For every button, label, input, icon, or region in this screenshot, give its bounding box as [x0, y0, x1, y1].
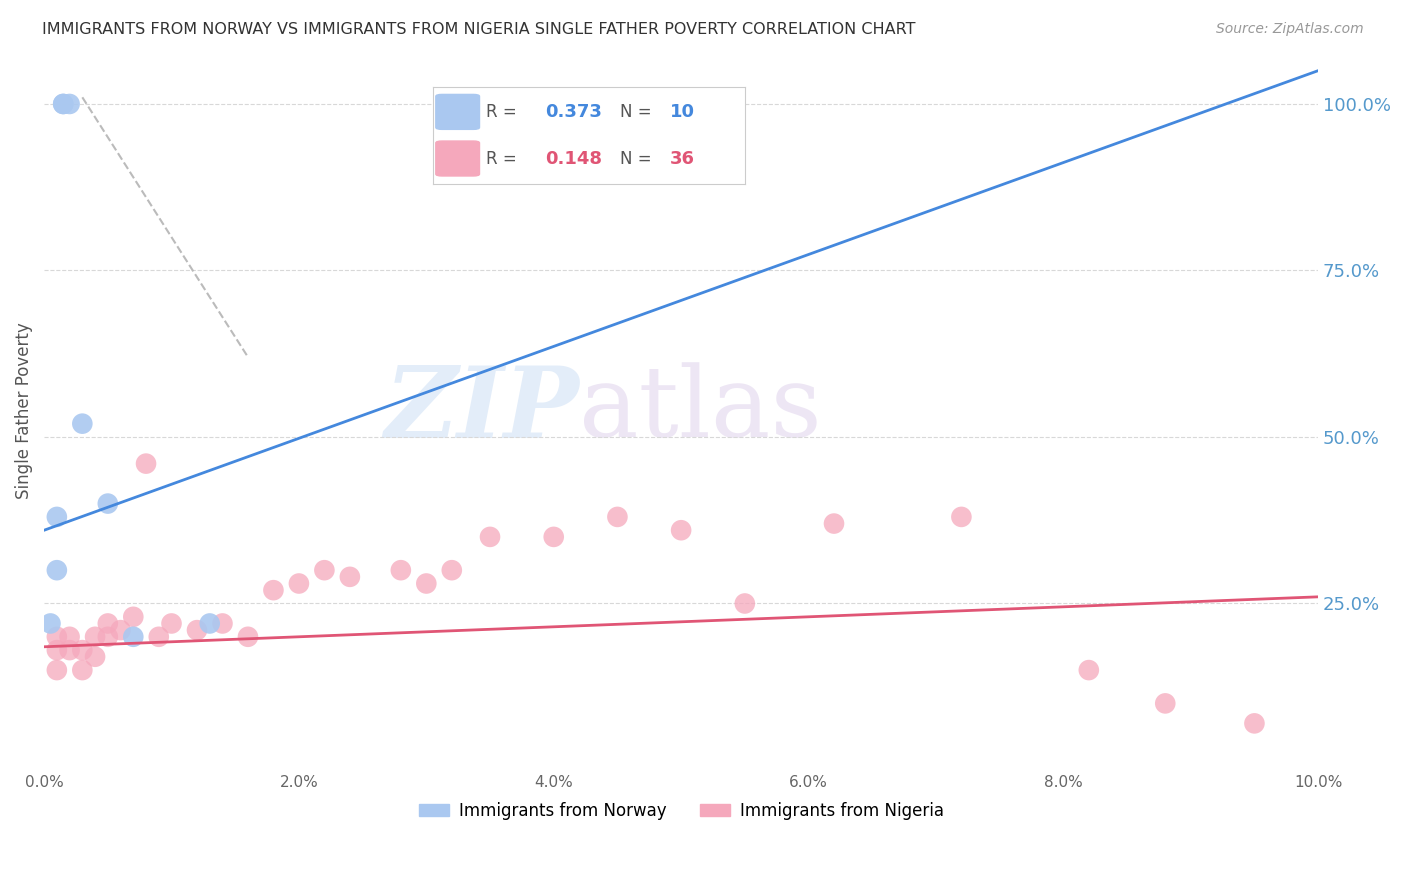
Point [122, 609, 145, 624]
Point [148, 630, 170, 644]
Point [198, 616, 221, 631]
Text: ZIP: ZIP [384, 362, 579, 458]
Point [45, 563, 67, 577]
Point [339, 570, 361, 584]
Point [211, 616, 233, 631]
Point [84, 630, 107, 644]
Point [58, 643, 80, 657]
Point [160, 616, 183, 631]
Point [45, 509, 67, 524]
Point [186, 623, 208, 637]
Point [110, 623, 132, 637]
Point [415, 576, 437, 591]
Point [97, 616, 120, 631]
Point [823, 516, 845, 531]
Point [314, 563, 336, 577]
Point [122, 630, 145, 644]
Point [734, 597, 756, 611]
Point [84, 649, 107, 664]
Point [135, 457, 157, 471]
Legend: Immigrants from Norway, Immigrants from Nigeria: Immigrants from Norway, Immigrants from … [412, 795, 950, 826]
Point [1077, 663, 1099, 677]
Point [45, 630, 67, 644]
Point [479, 530, 502, 544]
Point [1154, 697, 1177, 711]
Point [97, 630, 120, 644]
Point [72, 663, 94, 677]
Text: atlas: atlas [579, 362, 823, 458]
Point [389, 563, 412, 577]
Point [39, 616, 62, 631]
Point [52, 97, 75, 112]
Point [543, 530, 565, 544]
Text: Source: ZipAtlas.com: Source: ZipAtlas.com [1216, 22, 1364, 37]
Point [45, 663, 67, 677]
Point [58, 97, 80, 112]
Point [97, 497, 120, 511]
Point [72, 417, 94, 431]
Point [288, 576, 311, 591]
Y-axis label: Single Father Poverty: Single Father Poverty [15, 322, 32, 499]
Text: IMMIGRANTS FROM NORWAY VS IMMIGRANTS FROM NIGERIA SINGLE FATHER POVERTY CORRELAT: IMMIGRANTS FROM NORWAY VS IMMIGRANTS FRO… [42, 22, 915, 37]
Point [72, 643, 94, 657]
Point [606, 509, 628, 524]
Point [52, 97, 75, 112]
Point [45, 643, 67, 657]
Point [262, 583, 284, 598]
Point [58, 630, 80, 644]
Point [950, 509, 973, 524]
Point [236, 630, 259, 644]
Point [1243, 716, 1265, 731]
Point [669, 523, 692, 537]
Point [440, 563, 463, 577]
